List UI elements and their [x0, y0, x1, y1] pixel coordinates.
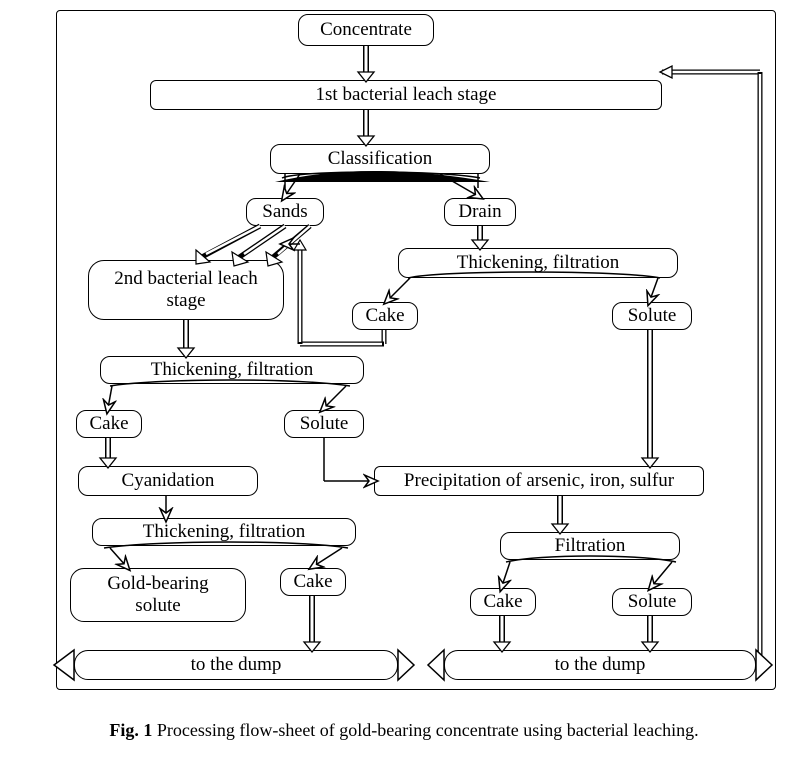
banner-dump-right: to the dump	[444, 650, 756, 680]
node-label: Filtration	[555, 535, 626, 557]
figure-caption: Fig. 1 Processing flow-sheet of gold-bea…	[90, 720, 718, 741]
node-precip: Precipitation of arsenic, iron, sulfur	[374, 466, 704, 496]
node-label: Cyanidation	[122, 470, 215, 492]
node-cake-right: Cake	[470, 588, 536, 616]
caption-text: Processing flow-sheet of gold-bearing co…	[157, 720, 699, 740]
node-label: Precipitation of arsenic, iron, sulfur	[404, 470, 674, 492]
node-label: Concentrate	[320, 19, 412, 41]
node-cyanidation: Cyanidation	[78, 466, 258, 496]
node-label: Cake	[89, 413, 128, 435]
node-label: Drain	[458, 201, 501, 223]
node-filtration-right: Filtration	[500, 532, 680, 560]
banner-dump-left: to the dump	[74, 650, 398, 680]
node-solute-right: Solute	[612, 588, 692, 616]
node-label: Gold-bearing solute	[107, 573, 208, 617]
flowchart-canvas: Concentrate 1st bacterial leach stage Cl…	[0, 0, 808, 762]
node-thickfilt-top: Thickening, filtration	[398, 248, 678, 278]
node-label: Solute	[628, 591, 677, 613]
node-label: Cake	[483, 591, 522, 613]
node-label: to the dump	[555, 654, 646, 676]
node-solute-left: Solute	[284, 410, 364, 438]
node-leach1: 1st bacterial leach stage	[150, 80, 662, 110]
node-label: Classification	[328, 148, 432, 170]
node-label: Cake	[365, 305, 404, 327]
node-gold-solute: Gold-bearing solute	[70, 568, 246, 622]
caption-prefix: Fig. 1	[109, 720, 152, 740]
node-solute-top: Solute	[612, 302, 692, 330]
node-label: 1st bacterial leach stage	[316, 84, 497, 106]
node-label: Thickening, filtration	[457, 252, 620, 274]
node-thickfilt-left: Thickening, filtration	[100, 356, 364, 384]
node-label: Cake	[293, 571, 332, 593]
node-concentrate: Concentrate	[298, 14, 434, 46]
node-label: Solute	[300, 413, 349, 435]
node-sands: Sands	[246, 198, 324, 226]
node-leach2: 2nd bacterial leach stage	[88, 260, 284, 320]
node-label: to the dump	[191, 654, 282, 676]
node-label: Thickening, filtration	[143, 521, 306, 543]
node-drain: Drain	[444, 198, 516, 226]
node-label: 2nd bacterial leach stage	[114, 268, 257, 312]
node-classification: Classification	[270, 144, 490, 174]
node-label: Solute	[628, 305, 677, 327]
node-cake-left: Cake	[76, 410, 142, 438]
node-label: Sands	[262, 201, 307, 223]
node-label: Thickening, filtration	[151, 359, 314, 381]
node-thickfilt-bottom: Thickening, filtration	[92, 518, 356, 546]
node-cake-bottom: Cake	[280, 568, 346, 596]
node-cake-top: Cake	[352, 302, 418, 330]
